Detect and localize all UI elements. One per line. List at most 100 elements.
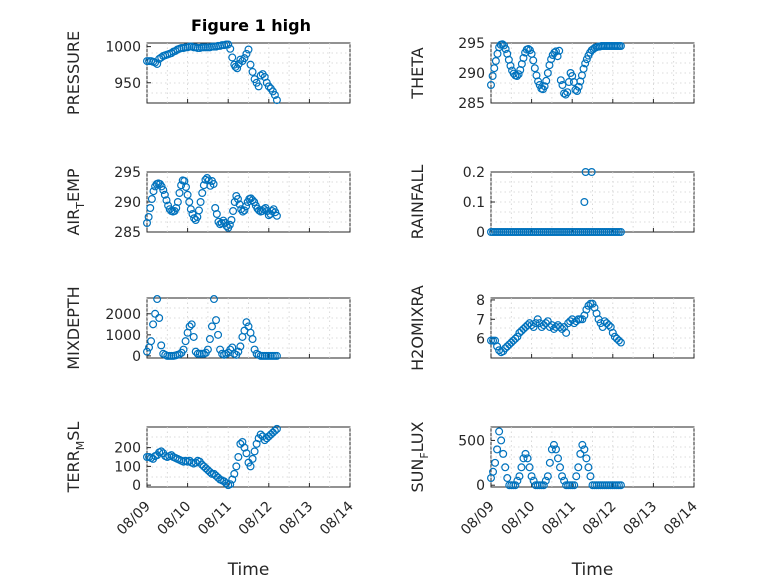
y-tick-label: 1000 (105, 40, 141, 56)
data-point (232, 462, 241, 471)
data-point (547, 445, 556, 454)
data-point (229, 207, 238, 216)
data-point (248, 335, 257, 344)
data-point (513, 332, 522, 341)
data-point (236, 55, 245, 64)
data-point (580, 445, 589, 454)
data-point (246, 60, 255, 69)
data-point (153, 295, 162, 304)
data-point (547, 321, 556, 330)
data-point (588, 299, 597, 308)
data-point (175, 350, 184, 359)
data-point (582, 454, 591, 463)
data-point (224, 40, 233, 49)
data-point (527, 321, 536, 330)
data-point (157, 341, 166, 350)
data-point (616, 338, 625, 347)
data-point (248, 454, 257, 463)
data-point (226, 44, 235, 53)
data-point (242, 49, 251, 58)
axes-rainfall: 0 0.1 0.2 RAINFALL (408, 165, 695, 241)
data-point (181, 337, 190, 346)
x-tick-label: 08/10 (499, 499, 539, 539)
data-point (581, 59, 590, 68)
data-point (616, 481, 625, 490)
x-tick-label: 08/11 (195, 499, 235, 539)
y-axis-label: TERRMSL (64, 422, 87, 494)
y-tick-label: 285 (458, 96, 485, 112)
data-point (527, 472, 536, 481)
data-point (519, 53, 528, 62)
y-tick-label: 7 (476, 312, 485, 328)
figure-title: Figure 1 high (191, 16, 311, 35)
y-tick-label: 0 (132, 478, 141, 494)
data-point (146, 204, 155, 213)
data-point (490, 64, 499, 73)
axes-sun_flux: 0 500 08/09 08/10 08/11 08/12 08/13 08/14 SUNFLU… (408, 421, 701, 580)
data-point (581, 168, 590, 177)
y-axis-label: MIXDEPTH (64, 286, 83, 369)
axes-h2omixra: 6 7 8 H2OMIXRA (408, 285, 695, 371)
x-tick-label: 08/12 (580, 499, 620, 539)
axes-terr_msl: 0 100 200 08/09 08/10 08/11 08/12 08/13 08/14 TER… (64, 422, 357, 580)
data-point (499, 449, 508, 458)
data-point (209, 180, 218, 189)
data-point (246, 462, 255, 471)
data-point (187, 320, 196, 329)
data-point (173, 198, 182, 207)
data-point (270, 91, 279, 100)
data-point (511, 334, 520, 343)
axes-theta: 285 290 295 THETA (408, 36, 695, 112)
data-point (503, 474, 512, 483)
x-tick-label: 08/09 (114, 499, 154, 539)
data-point (514, 70, 523, 79)
data-point (563, 88, 572, 97)
data-point (159, 186, 168, 195)
data-point (256, 71, 265, 80)
data-point (227, 216, 236, 225)
y-axis-label: PRESSURE (64, 31, 83, 115)
data-point (162, 196, 171, 205)
data-point (596, 319, 605, 328)
data-point (547, 55, 556, 64)
data-point (207, 322, 216, 331)
y-tick-label: 295 (114, 165, 141, 181)
y-axis-label: RAINFALL (408, 165, 427, 240)
data-point (181, 183, 190, 192)
data-point (272, 96, 281, 105)
data-point (529, 56, 538, 65)
data-point (573, 86, 582, 95)
data-point (578, 315, 587, 324)
data-point (517, 463, 526, 472)
data-point (216, 345, 225, 354)
data-point (157, 447, 166, 456)
data-point (543, 68, 552, 77)
x-tick-label: 08/10 (155, 499, 195, 539)
data-point (205, 335, 214, 344)
data-point (542, 76, 551, 85)
x-tick-label: 08/13 (620, 499, 660, 539)
data-point (551, 47, 560, 56)
data-point (564, 77, 573, 86)
data-point (616, 41, 625, 50)
data-point (545, 458, 554, 467)
data-point (574, 82, 583, 91)
data-point (185, 198, 194, 207)
data-point (189, 332, 198, 341)
data-point (175, 189, 184, 198)
axes-pressure: 950 1000 PRESSURE (64, 31, 351, 115)
data-point (149, 187, 158, 196)
y-tick-label: 2000 (105, 307, 141, 323)
data-point (570, 481, 579, 490)
x-tick-label: 08/09 (458, 499, 498, 539)
data-point (562, 328, 571, 337)
data-point (194, 206, 203, 215)
data-point (553, 454, 562, 463)
axes-air_temp: 285 290 295 AIRTEMP (64, 165, 351, 241)
data-point (513, 476, 522, 485)
x-tick-label: 08/12 (236, 499, 276, 539)
data-point (553, 52, 562, 61)
data-point (271, 208, 280, 217)
data-point (566, 317, 575, 326)
